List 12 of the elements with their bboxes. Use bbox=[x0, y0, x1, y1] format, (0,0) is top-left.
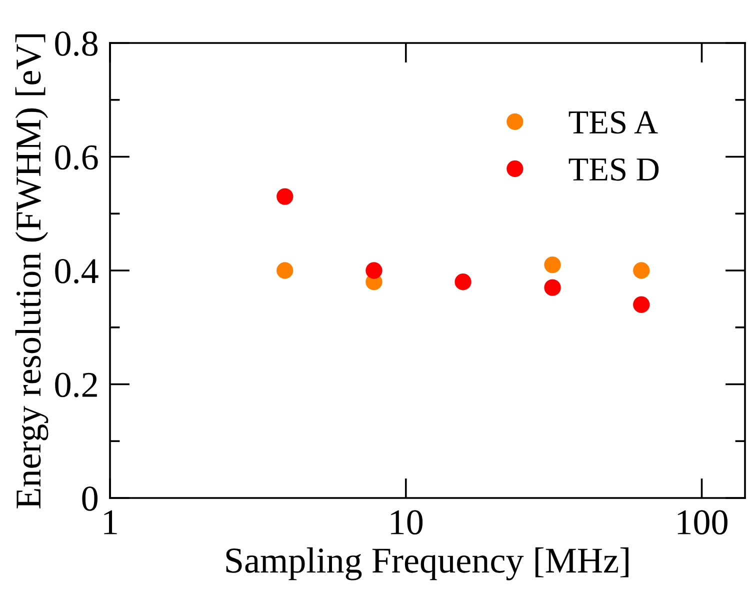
x-tick-label: 1 bbox=[104, 510, 117, 534]
y-tick-label: 0.8 bbox=[55, 32, 98, 56]
y-tick-label: 0 bbox=[82, 486, 98, 511]
x-tick-label: 100 bbox=[678, 510, 728, 535]
y-axis-title: Energy resolution (FWHM) [eV] bbox=[15, 34, 48, 508]
legend-label: TES D bbox=[568, 158, 659, 181]
y-tick-label: 0.4 bbox=[55, 259, 98, 284]
x-tick-label: 10 bbox=[391, 510, 423, 535]
x-axis-title: Sampling Frequency [MHz] bbox=[226, 547, 628, 580]
y-tick-label: 0.6 bbox=[55, 145, 98, 170]
legend-label: TES A bbox=[568, 111, 658, 134]
y-tick-label: 0.2 bbox=[55, 372, 97, 398]
